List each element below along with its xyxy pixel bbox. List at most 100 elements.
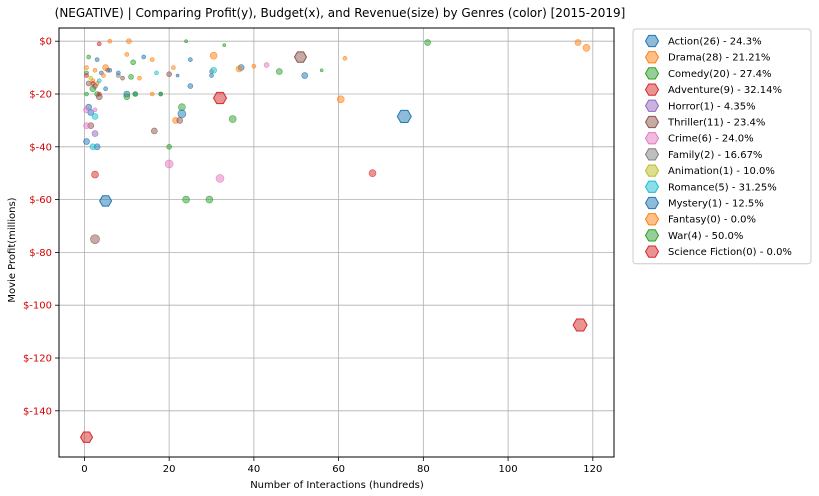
data-point <box>182 195 190 204</box>
data-point <box>222 43 227 47</box>
legend-box <box>632 28 812 265</box>
legend-entry: Animation(1) - 10.0% <box>668 166 775 177</box>
grid-layer <box>59 28 614 457</box>
y-tick-label: $-100 <box>23 301 52 312</box>
legend-marker <box>644 132 660 145</box>
y-tick-label: $-140 <box>23 406 52 417</box>
legend-marker <box>644 115 660 129</box>
data-point <box>209 73 214 78</box>
data-point <box>319 68 324 73</box>
data-point <box>132 91 139 97</box>
data-point <box>188 57 193 62</box>
data-point <box>79 431 94 443</box>
y-tick-label: $-80 <box>29 248 52 259</box>
data-point <box>251 63 257 69</box>
legend-entry: Thriller(11) - 23.4% <box>667 118 765 129</box>
data-point <box>94 57 100 62</box>
legend-marker <box>644 229 660 242</box>
data-point <box>574 39 582 46</box>
y-tick-label: $-120 <box>23 354 52 365</box>
legend-entry: Fantasy(0) - 0.0% <box>668 215 756 226</box>
data-point <box>84 73 89 78</box>
legend-entry: Adventure(9) - 32.14% <box>668 85 782 96</box>
legend-entry: Action(26) - 24.3% <box>668 37 762 48</box>
legend-entry: Comedy(20) - 27.4% <box>668 69 772 80</box>
data-point <box>215 174 225 183</box>
data-point <box>166 71 172 77</box>
legend: Action(26) - 24.3% Drama(28) - 21.21% Come… <box>632 28 812 265</box>
data-point <box>141 54 147 60</box>
legend-marker <box>644 51 660 64</box>
legend-marker <box>644 164 660 177</box>
data-point <box>154 70 159 76</box>
data-point <box>91 130 99 137</box>
data-point <box>210 66 217 74</box>
data-point <box>368 169 377 177</box>
data-point <box>116 73 121 78</box>
data-point <box>89 143 97 151</box>
data-point <box>582 43 591 52</box>
data-point <box>107 38 113 44</box>
data-point <box>235 65 243 73</box>
data-point <box>103 86 108 92</box>
y-tick-label: $-40 <box>29 142 52 153</box>
x-tick-label: 100 <box>499 464 518 475</box>
y-tick-label: $-20 <box>29 90 52 101</box>
data-point <box>205 195 214 204</box>
data-point <box>91 113 99 120</box>
data-point <box>92 107 98 113</box>
x-tick-label: 0 <box>81 464 87 475</box>
data-point <box>124 52 130 57</box>
data-point <box>149 91 155 97</box>
points-layer <box>79 38 591 443</box>
legend-entry: Science Fiction(0) - 0.0% <box>668 247 792 258</box>
legend-marker <box>644 99 660 112</box>
x-tick-label: 80 <box>417 464 430 475</box>
data-point <box>105 67 111 73</box>
x-tick-label: 20 <box>163 464 176 475</box>
chart-title: (NEGATIVE) | Comparing Profit(y), Budget… <box>55 6 626 20</box>
data-point <box>572 318 588 332</box>
data-point <box>83 122 90 129</box>
ticks-layer: 0 20 40 60 80 100 120 $0 $-20 $-40 $-60 $-80 $-100 $-… <box>23 37 602 475</box>
x-tick-label: 120 <box>583 464 602 475</box>
legend-marker <box>644 34 660 48</box>
data-point <box>184 39 188 44</box>
data-point <box>96 78 102 84</box>
data-point <box>86 54 91 60</box>
data-point <box>85 80 92 87</box>
legend-marker <box>644 196 660 210</box>
data-point <box>276 68 283 75</box>
data-point <box>101 73 106 78</box>
data-point <box>92 67 98 73</box>
legend-marker <box>644 83 660 96</box>
data-point <box>149 57 155 62</box>
legend-marker <box>644 180 660 193</box>
legend-marker <box>644 245 660 258</box>
data-point <box>301 72 309 79</box>
legend-entry: Crime(6) - 24.0% <box>668 134 754 145</box>
x-tick-label: 60 <box>332 464 345 475</box>
data-point <box>99 195 113 207</box>
legend-marker <box>644 67 660 80</box>
legend-entry: Drama(28) - 21.21% <box>668 53 770 64</box>
data-point <box>83 106 90 114</box>
y-axis-label: Movie Profit(millions) <box>7 197 18 302</box>
data-point <box>176 117 184 124</box>
legend-entry: Horror(1) - 4.35% <box>668 101 756 112</box>
data-point <box>171 65 176 70</box>
data-point <box>263 62 270 68</box>
legend-marker <box>644 213 660 226</box>
data-point <box>130 59 136 66</box>
y-tick-label: $0 <box>39 37 52 48</box>
data-point <box>187 83 194 89</box>
y-tick-label: $-60 <box>29 195 52 206</box>
data-point <box>166 144 172 150</box>
plot-frame <box>58 27 615 458</box>
data-point <box>128 74 134 80</box>
data-point <box>91 170 99 179</box>
data-point <box>175 73 180 78</box>
x-tick-label: 40 <box>248 464 261 475</box>
